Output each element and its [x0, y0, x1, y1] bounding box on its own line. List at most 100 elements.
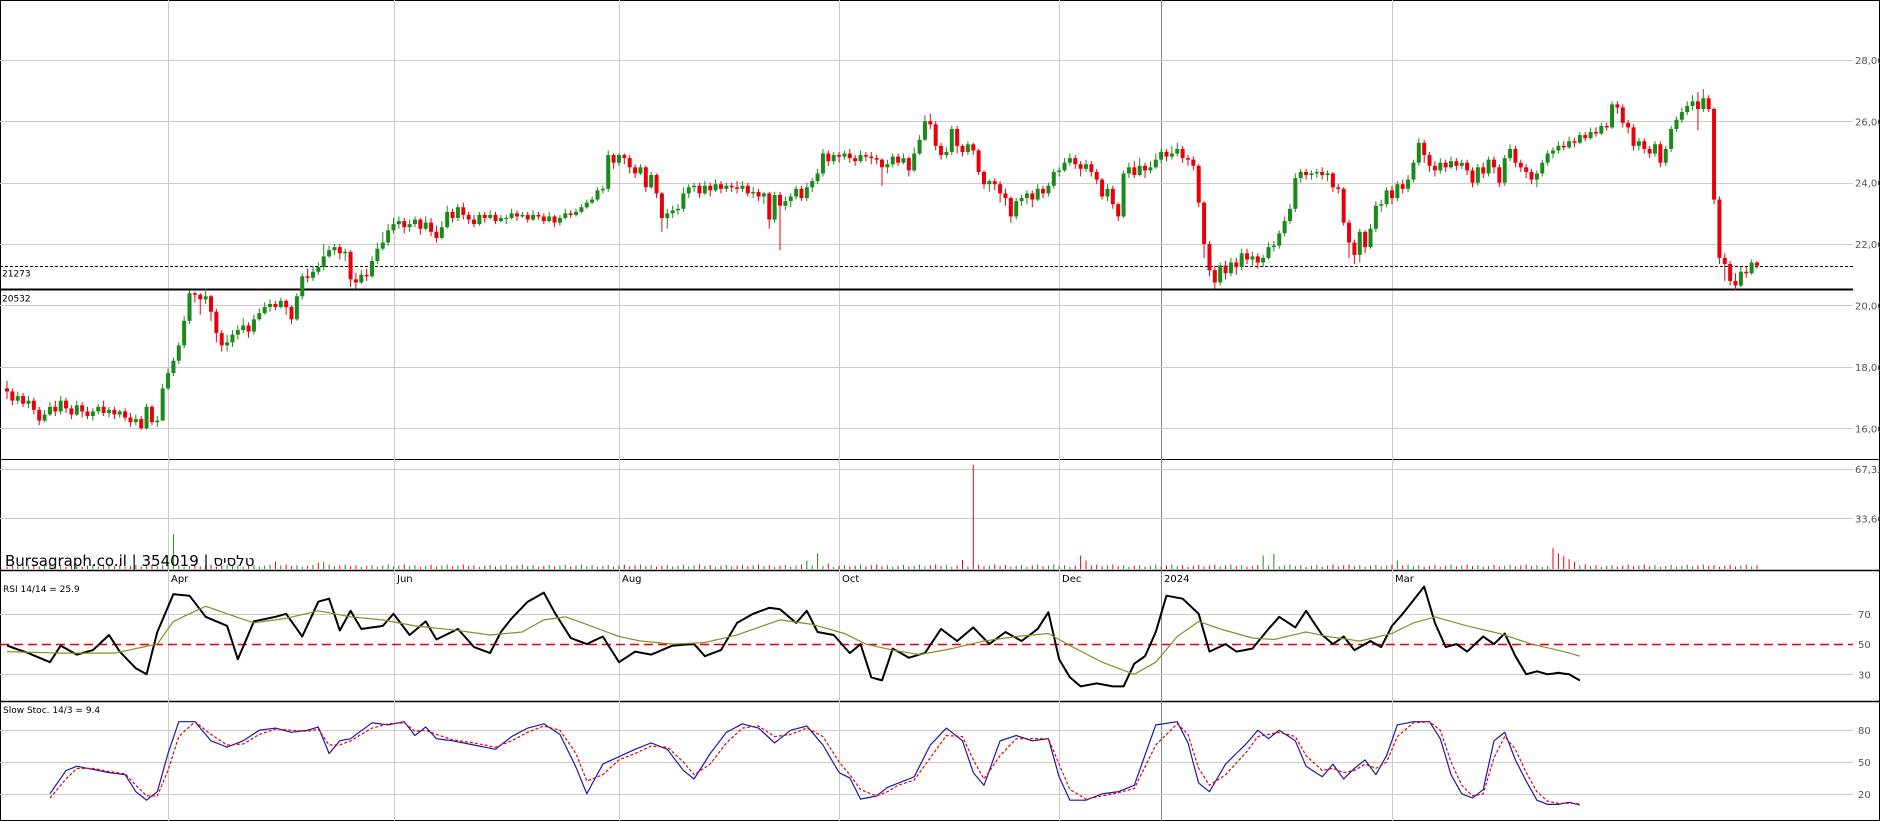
candle-body — [1599, 125, 1604, 134]
candle-body — [1051, 171, 1056, 186]
candle-body — [402, 221, 407, 228]
candle-body — [1583, 135, 1588, 139]
candle-body — [992, 181, 997, 185]
stochastic-label: Slow Stoc. 14/3 = 9.4 — [3, 706, 100, 716]
candle-body — [1395, 184, 1400, 199]
watermark-text: Bursagraph.co.il | 354019 | טלסיס — [5, 552, 254, 570]
candle-body — [348, 251, 353, 280]
candle-body — [192, 293, 197, 295]
candle-body — [863, 155, 868, 157]
candle-body — [1373, 205, 1378, 229]
candle-body — [1416, 142, 1421, 163]
price-candles — [5, 89, 1759, 430]
candle-body — [64, 400, 69, 409]
candle-body — [1202, 202, 1207, 245]
candle-body — [1610, 104, 1615, 128]
candle-body — [1078, 164, 1083, 169]
candle-body — [1024, 193, 1029, 199]
candle-body — [1647, 148, 1652, 154]
candle-body — [1132, 167, 1137, 176]
level-label: 20532 — [2, 295, 31, 305]
candle-body — [1196, 165, 1201, 203]
candle-body — [80, 405, 85, 412]
candle-body — [1159, 151, 1164, 160]
candle-body — [702, 185, 707, 194]
rsi-tick-label: 30 — [1858, 670, 1871, 681]
candle-body — [874, 158, 879, 160]
candle-body — [273, 303, 278, 308]
candle-body — [15, 396, 20, 401]
price-tick-label: 28,00 — [1855, 56, 1880, 67]
candle-body — [1481, 167, 1486, 174]
candle-body — [1046, 185, 1051, 194]
candle-body — [488, 214, 493, 218]
candle-body — [294, 296, 299, 320]
candle-body — [1169, 153, 1174, 157]
candle-body — [1615, 104, 1620, 108]
candle-body — [563, 213, 568, 218]
candle-body — [890, 156, 895, 165]
candle-body — [332, 247, 337, 251]
candle-body — [670, 210, 675, 214]
candle-body — [1379, 204, 1384, 206]
rsi-tick-label: 70 — [1858, 610, 1871, 621]
candle-body — [965, 144, 970, 152]
candle-body — [788, 196, 793, 202]
candle-body — [96, 406, 101, 412]
candle-body — [182, 320, 187, 346]
candle-body — [928, 121, 933, 125]
candle-body — [198, 294, 203, 300]
candle-body — [1003, 193, 1008, 199]
candle-body — [1191, 159, 1196, 166]
candle-body — [1245, 253, 1250, 260]
candle-body — [278, 300, 283, 308]
candle-body — [85, 411, 90, 417]
candle-body — [208, 296, 213, 312]
candle-body — [1239, 253, 1244, 268]
candle-body — [998, 184, 1003, 194]
candle-body — [1041, 188, 1046, 194]
candle-body — [654, 175, 659, 194]
candle-body — [1701, 98, 1706, 109]
candle-body — [1722, 257, 1727, 265]
candle-body — [1277, 233, 1282, 246]
candle-body — [1470, 170, 1475, 183]
candle-body — [1534, 173, 1539, 180]
candle-body — [1755, 262, 1759, 266]
candle-body — [901, 158, 906, 163]
candle-body — [1110, 188, 1115, 205]
candle-body — [520, 214, 525, 217]
candle-body — [1556, 145, 1561, 151]
candle-body — [853, 158, 858, 162]
candle-body — [772, 194, 777, 220]
candle-body — [735, 187, 740, 189]
candle-body — [1497, 167, 1502, 183]
candle-body — [1685, 105, 1690, 113]
price-tick-label: 22,00 — [1855, 240, 1880, 251]
volume-bars — [6, 465, 1758, 569]
candle-body — [949, 128, 954, 152]
level-label: 21273 — [2, 270, 31, 280]
candle-body — [1014, 201, 1019, 217]
candle-body — [90, 411, 95, 417]
candle-body — [187, 293, 192, 321]
candle-body — [692, 185, 697, 188]
candle-body — [1572, 141, 1577, 143]
candle-body — [627, 158, 632, 168]
candle-body — [820, 153, 825, 174]
candle-body — [1153, 159, 1158, 168]
candle-body — [203, 296, 208, 300]
candle-body — [922, 121, 927, 140]
candle-body — [1298, 171, 1303, 179]
candle-body — [616, 155, 621, 163]
rsi-average-line — [6, 605, 1581, 675]
candle-body — [1067, 158, 1072, 163]
candle-body — [128, 417, 133, 423]
candle-body — [826, 153, 831, 162]
candle-body — [552, 216, 557, 223]
candle-body — [831, 155, 836, 162]
candle-body — [1653, 144, 1658, 154]
candle-body — [1223, 265, 1228, 274]
candle-body — [729, 185, 734, 188]
